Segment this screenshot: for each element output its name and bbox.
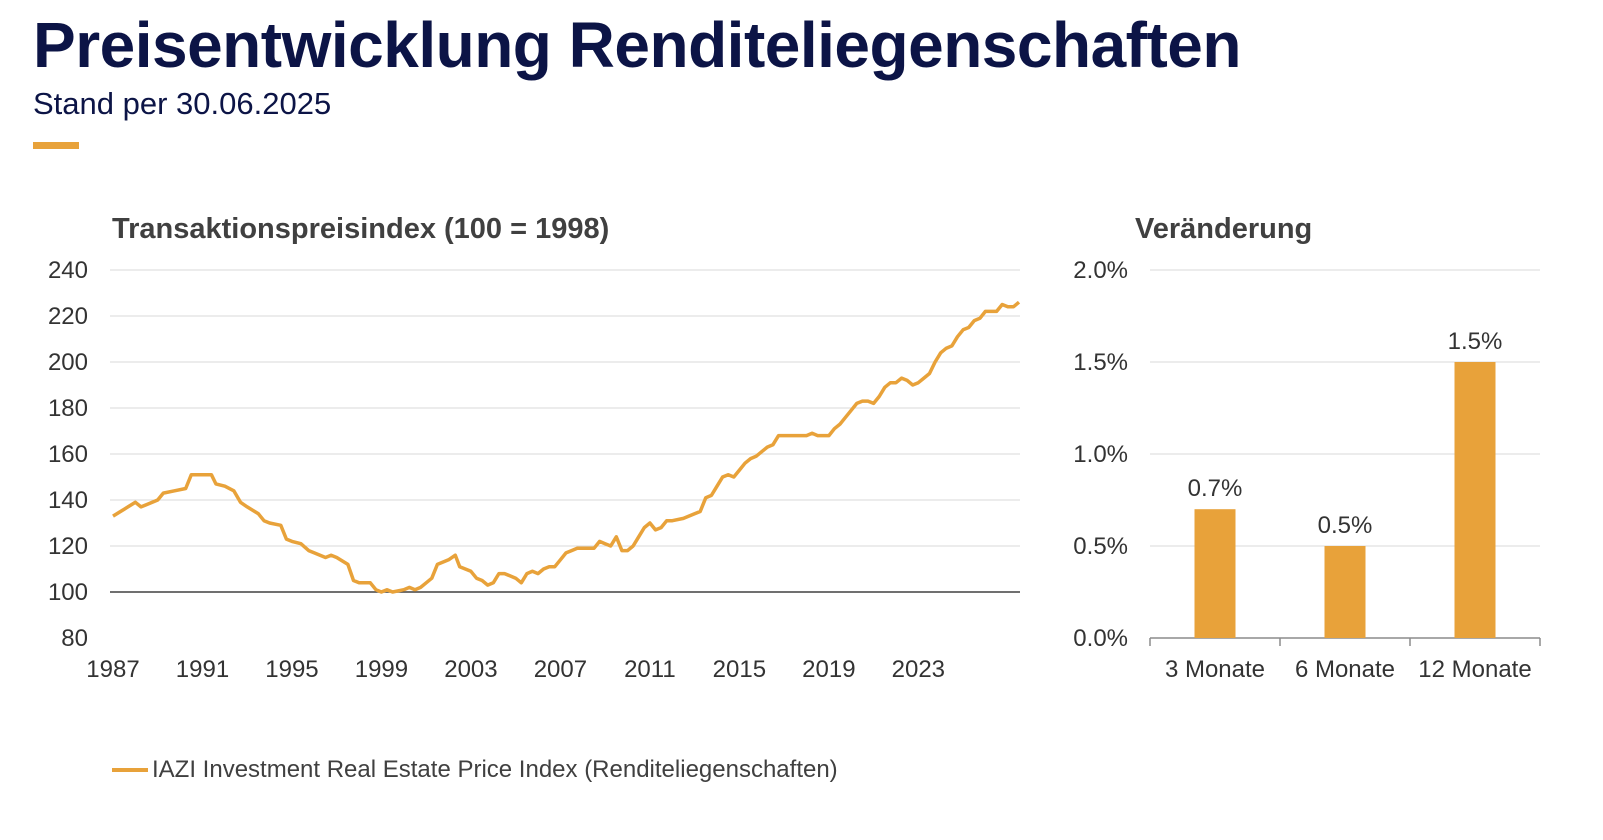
x-tick-label: 2003: [444, 656, 497, 683]
x-tick-label: 2019: [802, 656, 855, 683]
x-tick-label: 2011: [624, 656, 676, 683]
bar-12-monate: [1454, 362, 1496, 638]
bar-y-tick-label: 2.0%: [1073, 257, 1128, 284]
page-title: Preisentwicklung Renditeliegenschaften: [33, 9, 1241, 81]
y-tick-label: 160: [48, 441, 88, 468]
bar-value-label: 0.5%: [1318, 512, 1373, 539]
bar-value-label: 1.5%: [1448, 328, 1503, 355]
bar-y-tick-label: 1.5%: [1073, 349, 1128, 376]
bar-y-tick-label: 0.5%: [1073, 533, 1128, 560]
y-tick-label: 140: [48, 487, 88, 514]
y-tick-label: 220: [48, 303, 88, 330]
legend-line-swatch: [112, 768, 148, 772]
bar-category-label: 6 Monate: [1295, 656, 1395, 683]
y-tick-label: 180: [48, 395, 88, 422]
bar-3-monate: [1194, 509, 1236, 638]
x-tick-label: 2007: [534, 656, 587, 683]
bar-y-tick-label: 1.0%: [1073, 441, 1128, 468]
bar-y-tick-label: 0.0%: [1073, 625, 1128, 652]
y-tick-label: 200: [48, 349, 88, 376]
accent-divider: [33, 142, 79, 149]
legend-label: IAZI Investment Real Estate Price Index …: [152, 756, 838, 783]
y-tick-label: 100: [48, 579, 88, 606]
bar-chart-title: Veränderung: [1135, 213, 1313, 245]
x-tick-label: 2015: [713, 656, 766, 683]
y-tick-label: 240: [48, 257, 88, 284]
page-subtitle: Stand per 30.06.2025: [33, 86, 332, 121]
x-tick-label: 1991: [176, 656, 229, 683]
bar-category-label: 3 Monate: [1165, 656, 1265, 683]
x-tick-label: 2023: [892, 656, 945, 683]
chart-legend: IAZI Investment Real Estate Price Index …: [112, 756, 838, 784]
y-tick-label: 120: [48, 533, 88, 560]
y-tick-label: 80: [61, 625, 88, 652]
x-tick-label: 1995: [265, 656, 318, 683]
x-tick-label: 1987: [86, 656, 139, 683]
bar-6-monate: [1324, 546, 1366, 638]
index-series-line: [112, 300, 1021, 594]
x-tick-label: 1999: [355, 656, 408, 683]
line-chart-title: Transaktionspreisindex (100 = 1998): [112, 213, 610, 245]
bar-value-label: 0.7%: [1188, 475, 1243, 502]
bar-category-label: 12 Monate: [1418, 656, 1531, 683]
